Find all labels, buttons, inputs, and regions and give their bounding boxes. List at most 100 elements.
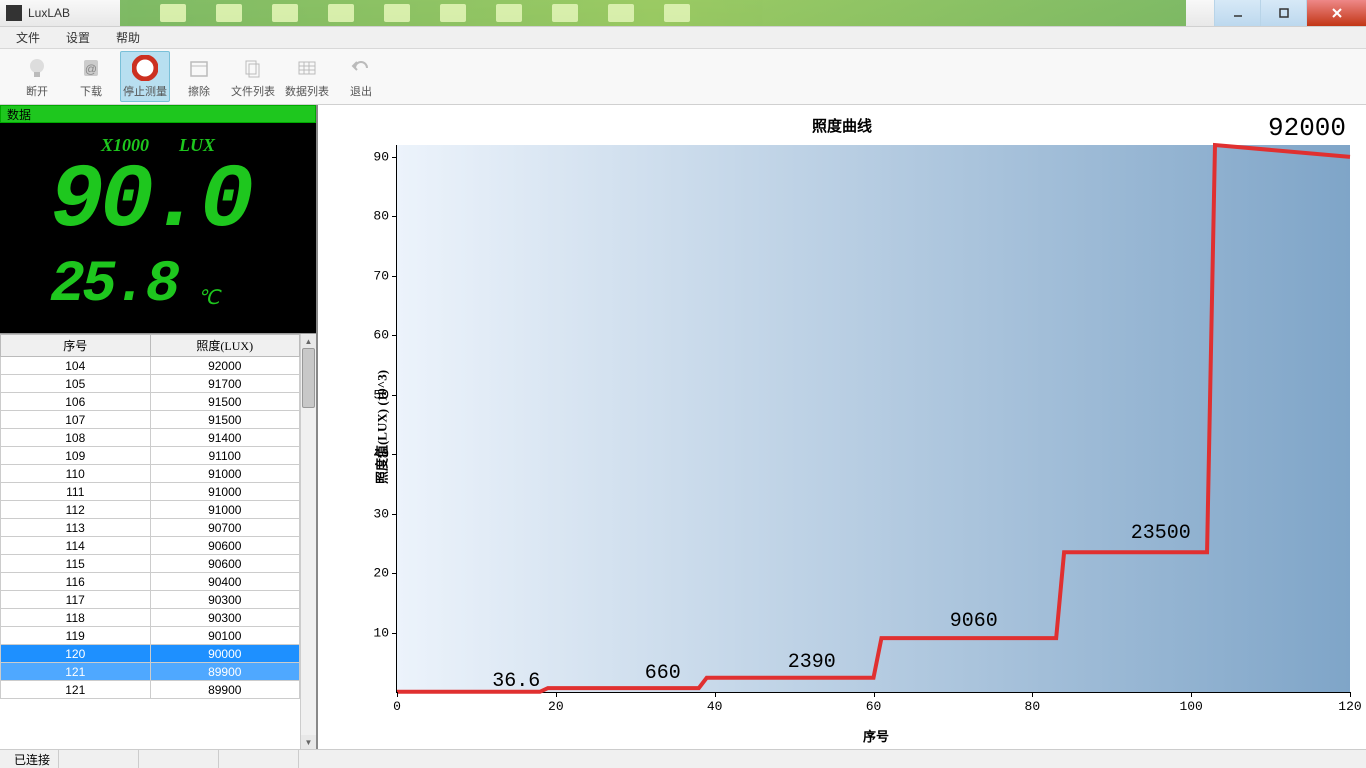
xtick-label: 120 [1338, 699, 1361, 714]
cell-seq: 107 [1, 411, 151, 429]
download-icon: @ [77, 54, 105, 82]
col-lux-header[interactable]: 照度(LUX) [150, 335, 300, 357]
table-row[interactable]: 12090000 [1, 645, 300, 663]
table-row[interactable]: 11590600 [1, 555, 300, 573]
cell-lux: 90600 [150, 537, 300, 555]
table-row[interactable]: 10492000 [1, 357, 300, 375]
table-row[interactable]: 10591700 [1, 375, 300, 393]
tool-clear[interactable]: 擦除 [174, 52, 224, 101]
minimize-button[interactable] [1214, 0, 1260, 26]
xtick-label: 20 [548, 699, 564, 714]
left-panel: 数据 X1000 LUX 90.0 25.8 ℃ 序号 照度(LUX) [0, 105, 318, 749]
menu-help[interactable]: 帮助 [108, 27, 148, 48]
menu-file[interactable]: 文件 [8, 27, 48, 48]
statusbar: 已连接 [0, 749, 1366, 768]
main-area: 数据 X1000 LUX 90.0 25.8 ℃ 序号 照度(LUX) [0, 105, 1366, 749]
chart-line [397, 145, 1350, 692]
cell-lux: 90300 [150, 609, 300, 627]
ytick-label: 60 [359, 328, 389, 343]
cell-seq: 119 [1, 627, 151, 645]
chart-annotation: 9060 [950, 610, 998, 633]
window-controls [1214, 0, 1366, 26]
tool-disconnect[interactable]: 断开 [12, 52, 62, 101]
table-row[interactable]: 11291000 [1, 501, 300, 519]
table-row[interactable]: 11490600 [1, 537, 300, 555]
data-panel-header: 数据 [0, 105, 316, 123]
cell-lux: 91100 [150, 447, 300, 465]
tool-exit[interactable]: 退出 [336, 52, 386, 101]
tool-stop-label: 停止测量 [123, 83, 167, 99]
chart-max-label: 92000 [1268, 113, 1346, 143]
ytick-label: 20 [359, 566, 389, 581]
cell-lux: 89900 [150, 663, 300, 681]
chart-annotation: 660 [645, 662, 681, 685]
table-row[interactable]: 12189900 [1, 663, 300, 681]
desktop-taskbar-hint [120, 0, 1186, 26]
xtick-label: 0 [393, 699, 401, 714]
table-row[interactable]: 11390700 [1, 519, 300, 537]
ytick-label: 40 [359, 447, 389, 462]
table-row[interactable]: 11890300 [1, 609, 300, 627]
tool-file-list-label: 文件列表 [231, 83, 275, 99]
ytick-label: 80 [359, 209, 389, 224]
table-row[interactable]: 11990100 [1, 627, 300, 645]
cell-lux: 90400 [150, 573, 300, 591]
cell-seq: 121 [1, 681, 151, 699]
cell-seq: 110 [1, 465, 151, 483]
scroll-up-icon[interactable]: ▲ [301, 334, 316, 348]
table-row[interactable]: 12189900 [1, 681, 300, 699]
cell-lux: 91400 [150, 429, 300, 447]
menu-settings[interactable]: 设置 [58, 27, 98, 48]
grid-icon [293, 54, 321, 82]
lcd-main-value: 90.0 [50, 151, 250, 253]
svg-text:@: @ [85, 62, 97, 76]
tool-stop-measure[interactable]: 停止测量 [120, 51, 170, 102]
ytick-label: 50 [359, 387, 389, 402]
cell-seq: 113 [1, 519, 151, 537]
files-icon [239, 54, 267, 82]
xtick-label: 100 [1179, 699, 1202, 714]
chart-annotation: 2390 [788, 651, 836, 674]
cell-lux: 90600 [150, 555, 300, 573]
tool-download-label: 下载 [80, 83, 102, 99]
chart-panel: 照度曲线 92000 照度值(LUX) (10^3) 序号 1020304050… [318, 105, 1366, 749]
cell-lux: 91000 [150, 483, 300, 501]
table-row[interactable]: 11091000 [1, 465, 300, 483]
scroll-down-icon[interactable]: ▼ [301, 735, 316, 749]
cell-seq: 111 [1, 483, 151, 501]
cell-seq: 112 [1, 501, 151, 519]
cell-seq: 120 [1, 645, 151, 663]
scroll-thumb[interactable] [302, 348, 315, 408]
chart-title: 照度曲线 [812, 115, 872, 136]
table-row[interactable]: 10991100 [1, 447, 300, 465]
cell-lux: 89900 [150, 681, 300, 699]
cell-seq: 114 [1, 537, 151, 555]
cell-lux: 91000 [150, 465, 300, 483]
cell-lux: 91000 [150, 501, 300, 519]
cell-lux: 92000 [150, 357, 300, 375]
table-row[interactable]: 11191000 [1, 483, 300, 501]
close-button[interactable] [1306, 0, 1366, 26]
data-table[interactable]: 序号 照度(LUX) 10492000105917001069150010791… [0, 334, 300, 699]
table-row[interactable]: 11790300 [1, 591, 300, 609]
cell-lux: 91500 [150, 411, 300, 429]
table-row[interactable]: 10691500 [1, 393, 300, 411]
ytick-label: 30 [359, 506, 389, 521]
maximize-button[interactable] [1260, 0, 1306, 26]
table-row[interactable]: 10891400 [1, 429, 300, 447]
table-scrollbar[interactable]: ▲ ▼ [300, 334, 316, 749]
tool-data-list-label: 数据列表 [285, 83, 329, 99]
tool-download[interactable]: @ 下载 [66, 52, 116, 101]
table-row[interactable]: 11690400 [1, 573, 300, 591]
xtick-label: 40 [707, 699, 723, 714]
lifebuoy-icon [131, 54, 159, 82]
col-seq-header[interactable]: 序号 [1, 335, 151, 357]
calendar-icon [185, 54, 213, 82]
table-row[interactable]: 10791500 [1, 411, 300, 429]
cell-seq: 115 [1, 555, 151, 573]
cell-lux: 91500 [150, 393, 300, 411]
tool-file-list[interactable]: 文件列表 [228, 52, 278, 101]
cell-lux: 90000 [150, 645, 300, 663]
tool-data-list[interactable]: 数据列表 [282, 52, 332, 101]
window-title: LuxLAB [28, 6, 70, 20]
